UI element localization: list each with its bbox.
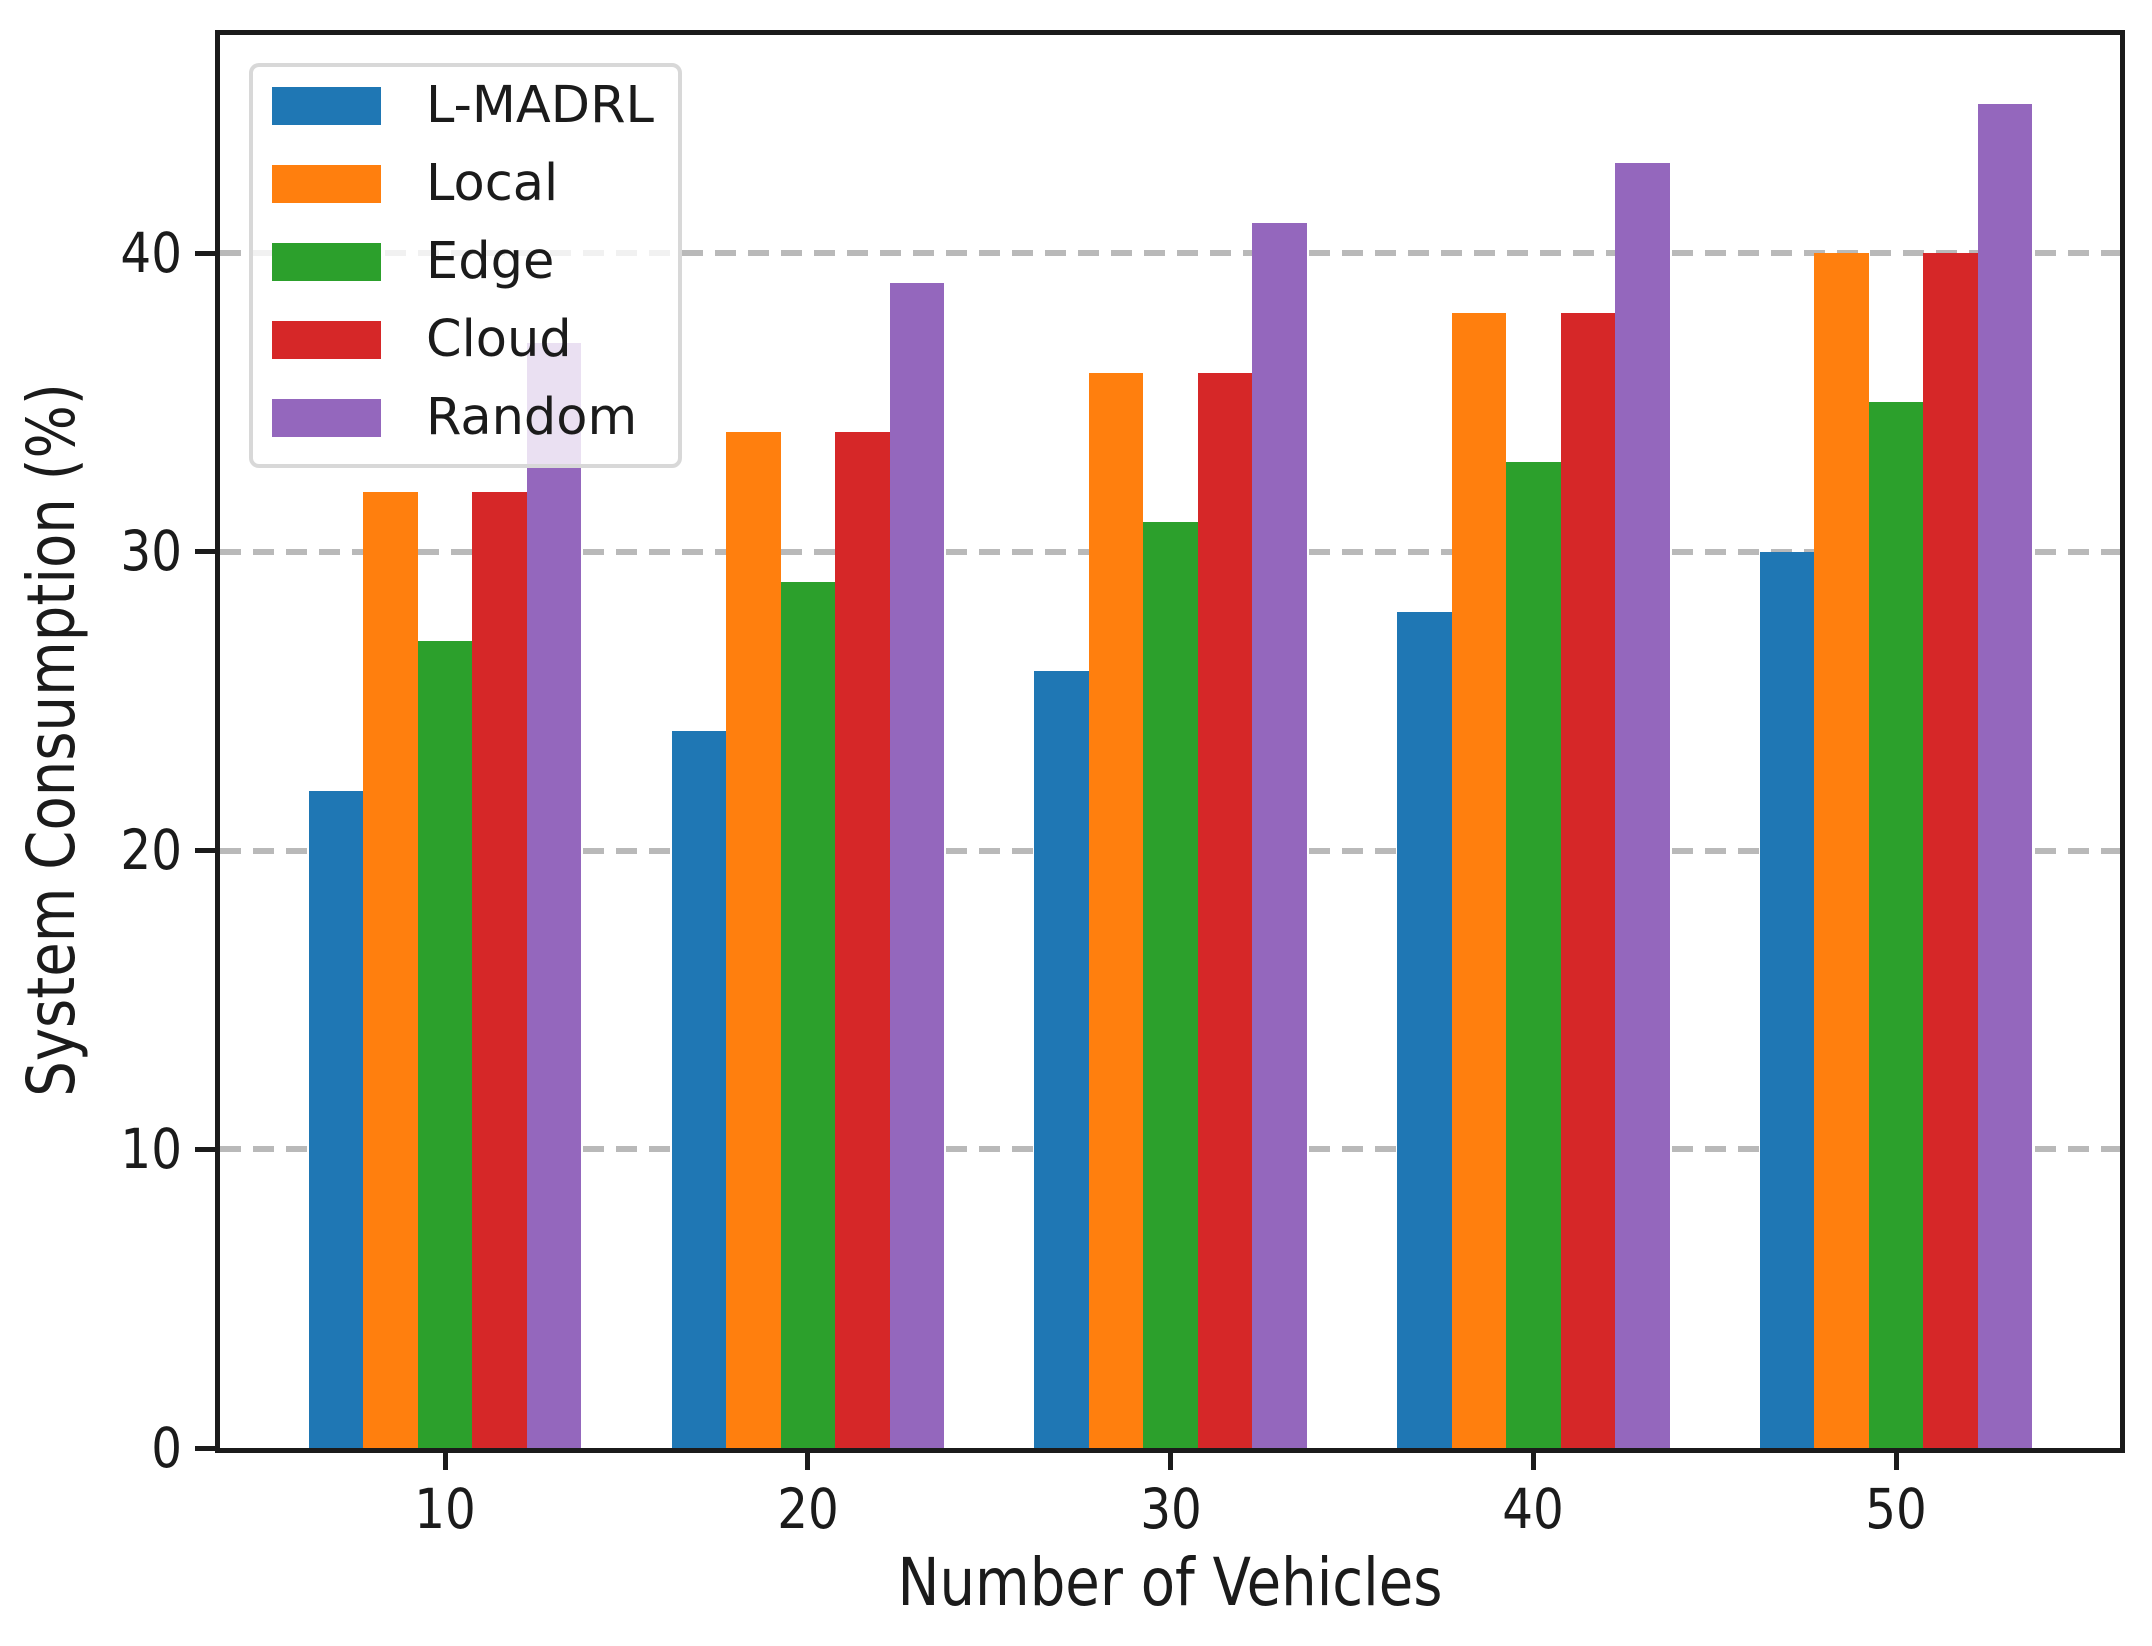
y-tick-label-10: 10 [120, 1116, 182, 1181]
legend-swatch-random [272, 399, 381, 437]
bar-l-madrl-30 [1034, 671, 1089, 1448]
x-tick-label-30: 30 [1139, 1477, 1202, 1541]
bar-random-40 [1615, 163, 1670, 1448]
x-tick-50 [1893, 1453, 1899, 1470]
legend-item-l-madrl: L-MADRL [253, 67, 678, 145]
legend-swatch-cloud [272, 321, 381, 359]
legend-label-l-madrl: L-MADRL [426, 76, 654, 135]
x-tick-30 [1168, 1453, 1173, 1470]
legend-label-cloud: Cloud [426, 310, 572, 369]
bar-edge-30 [1143, 521, 1198, 1448]
bar-l-madrl-40 [1397, 611, 1452, 1448]
y-tick-label-40: 40 [120, 220, 182, 285]
bar-edge-50 [1868, 402, 1924, 1448]
gridline-y40 [220, 250, 2120, 257]
legend: L-MADRL Local Edge Cloud Random [249, 63, 682, 468]
bar-cloud-40 [1560, 312, 1615, 1448]
y-tick-label-20: 20 [120, 818, 182, 883]
y-tick-30 [195, 549, 215, 555]
legend-swatch-edge [272, 243, 381, 281]
bar-local-10 [363, 492, 418, 1448]
bar-l-madrl-50 [1759, 551, 1815, 1448]
bar-random-10 [526, 342, 582, 1448]
legend-item-random: Random [253, 379, 678, 457]
y-tick-20 [195, 848, 215, 854]
bar-l-madrl-10 [308, 790, 364, 1448]
y-tick-label-0: 0 [151, 1415, 182, 1480]
y-tick-10 [195, 1146, 215, 1152]
y-tick-0 [195, 1445, 215, 1451]
legend-item-cloud: Cloud [253, 301, 678, 379]
legend-item-local: Local [253, 145, 678, 223]
bar-random-20 [889, 282, 944, 1448]
bar-cloud-50 [1923, 253, 1978, 1448]
x-tick-10 [442, 1453, 448, 1470]
bar-random-50 [1977, 103, 2033, 1448]
bar-cloud-20 [835, 432, 890, 1448]
x-axis-label: Number of Vehicles [897, 1544, 1443, 1621]
legend-swatch-l-madrl [272, 87, 381, 125]
bar-cloud-10 [472, 492, 527, 1448]
x-tick-label-40: 40 [1502, 1477, 1565, 1541]
bar-l-madrl-20 [671, 731, 726, 1448]
x-tick-40 [1530, 1453, 1536, 1470]
legend-items: L-MADRL Local Edge Cloud Random [253, 67, 678, 457]
x-tick-label-10: 10 [414, 1477, 476, 1541]
bar-local-20 [726, 432, 781, 1448]
bar-local-40 [1451, 312, 1506, 1448]
bar-local-30 [1088, 372, 1144, 1448]
legend-swatch-local [272, 165, 381, 203]
bar-local-50 [1814, 253, 1869, 1448]
legend-label-edge: Edge [426, 232, 555, 291]
bar-edge-20 [780, 581, 835, 1448]
x-tick-label-50: 50 [1865, 1477, 1927, 1541]
legend-label-local: Local [426, 154, 559, 213]
x-tick-label-20: 20 [776, 1477, 839, 1541]
y-tick-label-30: 30 [120, 519, 182, 584]
legend-label-random: Random [426, 388, 638, 447]
bar-edge-10 [417, 641, 473, 1448]
bar-random-30 [1252, 223, 1307, 1448]
plot-area [215, 30, 2125, 1453]
legend-item-edge: Edge [253, 223, 678, 301]
bar-edge-40 [1506, 462, 1561, 1448]
x-tick-20 [805, 1453, 811, 1470]
y-tick-40 [195, 250, 215, 256]
bar-cloud-30 [1197, 372, 1253, 1448]
y-axis-label: System Consumption (%) [13, 383, 90, 1097]
